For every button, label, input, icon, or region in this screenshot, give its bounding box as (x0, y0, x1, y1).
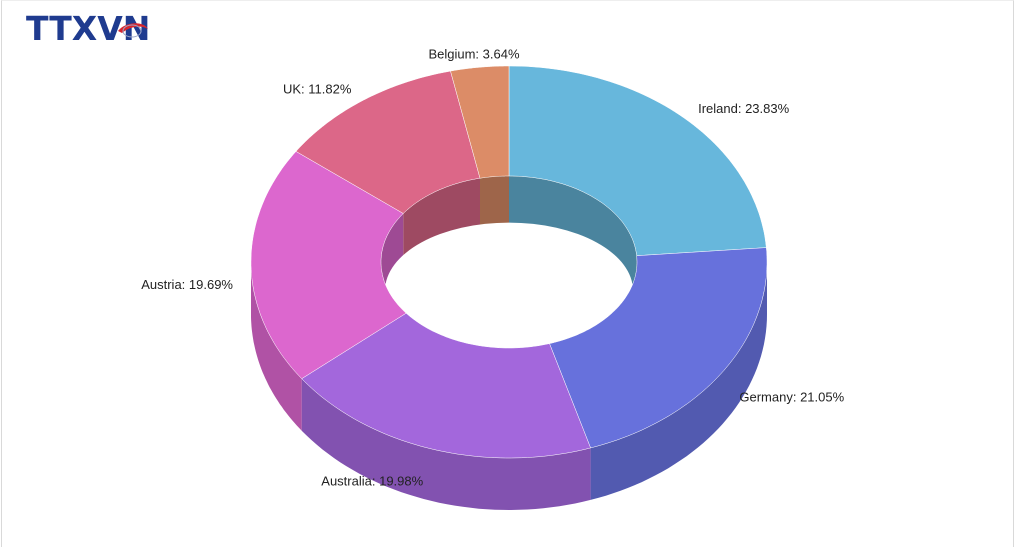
chart-labels: Ireland: 23.83% Germany: 21.05% Australia:… (141, 46, 844, 488)
label-uk: UK: 11.82% (283, 82, 352, 97)
outer-wall-austria (251, 262, 302, 431)
inner-wall-belgium (480, 176, 509, 231)
outer-wall-australia (301, 378, 591, 510)
ttxvn-logo: TTXVN (26, 9, 150, 45)
label-belgium: Belgium: 3.64% (428, 46, 519, 61)
label-australia: Australia: 19.98% (321, 474, 423, 489)
label-ireland: Ireland: 23.83% (698, 101, 790, 116)
donut-hole (385, 222, 633, 359)
chart-sides (251, 176, 767, 510)
inner-wall-ireland (509, 176, 637, 308)
outer-wall-germany (590, 262, 767, 500)
label-germany: Germany: 21.05% (739, 390, 844, 405)
slice-belgium[interactable] (450, 65, 510, 179)
logo-swoosh-icon (118, 23, 148, 33)
label-austria: Austria: 19.69% (141, 277, 233, 292)
chart-slices (250, 65, 768, 459)
